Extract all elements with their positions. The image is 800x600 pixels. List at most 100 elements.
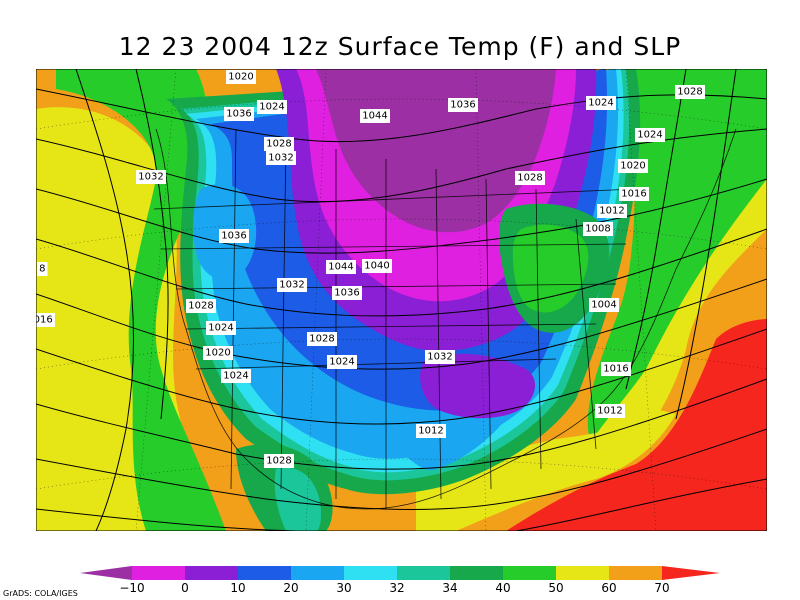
temperature-map: 1020 1036 1024 1044 1036 1024 1028 1028 1032 1032… [36, 69, 767, 531]
colorbar-tick-label: 34 [442, 581, 457, 595]
svg-text:1008: 1008 [585, 224, 610, 235]
field-yellow-east [581, 179, 767, 462]
svg-text:1012: 1012 [597, 406, 622, 417]
colorbar-box [609, 566, 662, 580]
colorbar-box [132, 566, 185, 580]
svg-text:1020: 1020 [620, 161, 645, 172]
isobar-label: 1028 [515, 171, 545, 185]
color-legend: −10 0 10 20 30 32 34 40 50 60 70 [80, 566, 720, 595]
svg-text:1032: 1032 [268, 153, 293, 164]
boundary-lines [153, 128, 737, 510]
field-yellow-gulf [416, 409, 676, 531]
svg-text:1036: 1036 [334, 288, 359, 299]
colorbar-arrow-left [80, 566, 132, 580]
svg-text:1020: 1020 [205, 348, 230, 359]
svg-text:1044: 1044 [328, 262, 353, 273]
svg-text:1028: 1028 [517, 173, 542, 184]
svg-text:1024: 1024 [329, 357, 354, 368]
isobar-label: 1016 [619, 187, 649, 201]
svg-text:1012: 1012 [418, 426, 443, 437]
colorbar-box [238, 566, 291, 580]
isobar-label: 1044 [360, 109, 390, 123]
colorbar-box [450, 566, 503, 580]
isobar-lines [36, 69, 767, 531]
isobar-label: 1024 [221, 369, 251, 383]
svg-text:1032: 1032 [138, 172, 163, 183]
svg-text:1024: 1024 [637, 130, 662, 141]
colorbar-tick-label: 50 [548, 581, 563, 595]
colorbar-tick-label: −10 [119, 581, 144, 595]
svg-text:1028: 1028 [677, 87, 702, 98]
svg-text:1036: 1036 [226, 109, 251, 120]
svg-text:1028: 1028 [266, 456, 291, 467]
isobar-label: 1032 [136, 170, 166, 184]
isobar-label: 1024 [257, 100, 287, 114]
isobar-label: 1032 [266, 151, 296, 165]
svg-text:1024: 1024 [588, 98, 613, 109]
svg-text:1028: 1028 [309, 334, 334, 345]
svg-text:1024: 1024 [223, 371, 248, 382]
svg-text:1036: 1036 [221, 231, 246, 242]
isobar-label: 1020 [203, 346, 233, 360]
isobar-label: 1032 [277, 278, 307, 292]
isobar-label: 1012 [416, 424, 446, 438]
field-green-west [56, 69, 226, 531]
colorbar-box [397, 566, 450, 580]
isobar-label: 1044 [326, 260, 356, 274]
isobar-label: 1020 [618, 159, 648, 173]
colorbar-box [185, 566, 238, 580]
credit-label: GrADS: COLA/IGES [3, 589, 78, 598]
colorbar-tick-label: 40 [495, 581, 510, 595]
isobar-label: 1024 [206, 321, 236, 335]
colorbar-box [291, 566, 344, 580]
isobar-label: 1028 [675, 85, 705, 99]
colorbar-tick-label: 10 [230, 581, 245, 595]
svg-text:1032: 1032 [427, 352, 452, 363]
svg-text:1024: 1024 [259, 102, 284, 113]
svg-text:1036: 1036 [450, 100, 475, 111]
isobar-label: 1012 [597, 204, 627, 218]
isobar-label: 1032 [425, 350, 455, 364]
isobar-label: 1024 [635, 128, 665, 142]
isobar-label: 1028 [186, 299, 216, 313]
isobar-label: 1016 [36, 313, 55, 327]
isobar-label: 1008 [583, 222, 613, 236]
svg-text:1028: 1028 [188, 301, 213, 312]
isobar-label: 1036 [224, 107, 254, 121]
isobar-label: 1036 [219, 229, 249, 243]
colorbar-box [503, 566, 556, 580]
colorbar-tick-label: 30 [336, 581, 351, 595]
isobar-label: 8 [37, 262, 48, 276]
svg-text:1040: 1040 [364, 261, 389, 272]
colorbar-tick-label: 0 [181, 581, 189, 595]
isobar-label: 1028 [264, 454, 294, 468]
isobar-label: 1040 [362, 259, 392, 273]
colorbar-tick-label: 20 [283, 581, 298, 595]
isobar-label: 1024 [586, 96, 616, 110]
svg-text:1020: 1020 [228, 72, 253, 83]
colorbar-arrow-right [662, 566, 720, 580]
svg-text:1024: 1024 [208, 323, 233, 334]
isobar-label: 1012 [595, 404, 625, 418]
svg-text:1016: 1016 [621, 189, 646, 200]
colorbar-tick-label: 32 [389, 581, 404, 595]
isobar-label: 1004 [589, 298, 619, 312]
svg-text:1012: 1012 [599, 206, 624, 217]
isobar-label: 1028 [264, 137, 294, 151]
svg-text:1028: 1028 [266, 139, 291, 150]
colorbar-tick-label: 60 [601, 581, 616, 595]
isobar-label: 1036 [332, 286, 362, 300]
svg-text:1032: 1032 [279, 280, 304, 291]
colorbar-box [556, 566, 609, 580]
isobar-label: 1028 [307, 332, 337, 346]
svg-text:1016: 1016 [36, 315, 53, 326]
colorbar-tick-label: 70 [654, 581, 669, 595]
svg-text:1044: 1044 [362, 111, 387, 122]
svg-text:8: 8 [39, 264, 45, 275]
isobar-label: 1024 [327, 355, 357, 369]
isobar-label: 1020 [226, 70, 256, 84]
svg-text:1016: 1016 [603, 364, 628, 375]
svg-text:1004: 1004 [591, 300, 616, 311]
chart-title: 12 23 2004 12z Surface Temp (F) and SLP [118, 32, 682, 61]
isobar-label: 1036 [448, 98, 478, 112]
